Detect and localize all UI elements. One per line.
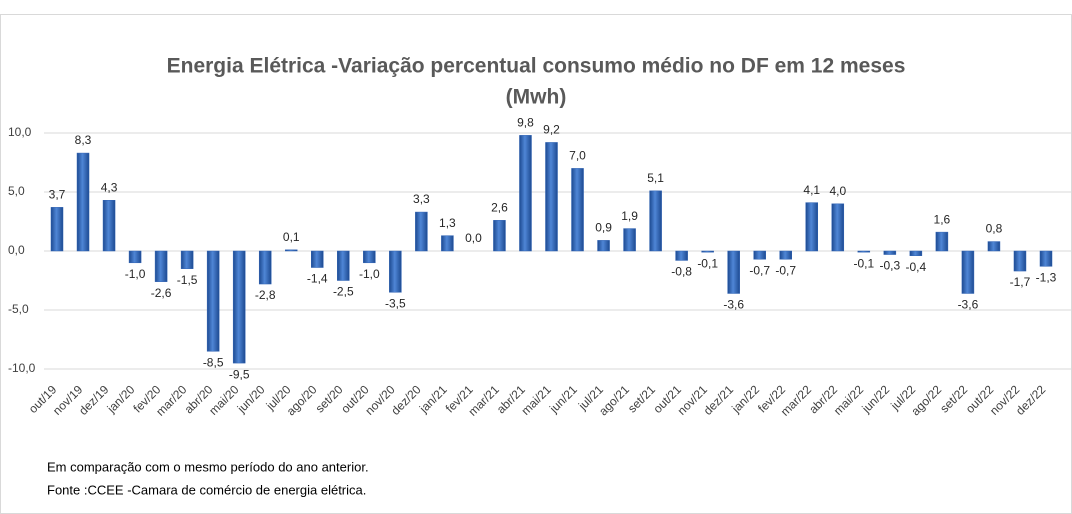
footnote: Fonte :CCEE -Camara de comércio de energ… xyxy=(47,482,366,497)
bar xyxy=(154,250,168,282)
data-label: 0,0 xyxy=(465,231,482,245)
bar xyxy=(857,250,871,253)
bar xyxy=(987,241,1001,252)
data-label: -3,6 xyxy=(723,298,744,312)
data-label: 3,7 xyxy=(49,188,66,202)
y-tick-label: 10,0 xyxy=(8,125,32,139)
data-label: 0,1 xyxy=(283,230,300,244)
y-tick-label: 0,0 xyxy=(8,243,25,257)
bar xyxy=(961,250,975,294)
bar xyxy=(232,250,246,364)
data-label: -1,7 xyxy=(1010,275,1031,289)
footnote: Em comparação com o mesmo período do ano… xyxy=(47,459,369,474)
data-label: -2,5 xyxy=(333,285,354,299)
bar xyxy=(623,228,636,252)
chart-frame xyxy=(0,14,1072,514)
bar xyxy=(415,211,428,252)
bar xyxy=(805,202,819,252)
data-label: 5,1 xyxy=(647,171,664,185)
y-tick-label: -5,0 xyxy=(8,302,29,316)
data-label: 4,0 xyxy=(829,184,846,198)
bar xyxy=(519,135,532,252)
bar xyxy=(258,250,272,285)
bar xyxy=(389,250,402,293)
data-label: 3,3 xyxy=(413,192,430,206)
data-label: -0,3 xyxy=(879,259,900,273)
bar xyxy=(883,250,897,255)
data-label: -2,8 xyxy=(255,288,276,302)
bar xyxy=(727,250,740,294)
bar xyxy=(545,142,558,252)
data-label: -1,3 xyxy=(1036,271,1057,285)
data-label: -8,5 xyxy=(203,355,224,369)
bar xyxy=(180,250,194,269)
data-label: -3,5 xyxy=(385,296,406,310)
bar xyxy=(571,168,584,252)
data-label: -1,0 xyxy=(359,267,380,281)
data-label: 4,1 xyxy=(803,183,820,197)
data-label: 1,3 xyxy=(439,216,456,230)
data-label: 4,3 xyxy=(101,180,118,194)
bar xyxy=(701,250,714,253)
bar xyxy=(102,200,116,252)
bar xyxy=(311,250,324,268)
bar xyxy=(50,207,64,252)
bar xyxy=(675,250,688,261)
bar xyxy=(206,250,220,352)
bar xyxy=(1013,250,1027,272)
data-label: -2,6 xyxy=(151,286,172,300)
chart-title: Energia Elétrica -Variação percentual co… xyxy=(167,55,906,78)
data-label: -9,5 xyxy=(229,367,250,381)
data-label: -0,1 xyxy=(853,256,874,270)
data-label: -1,4 xyxy=(307,272,328,286)
bar xyxy=(76,152,90,252)
y-tick-label: -10,0 xyxy=(8,361,36,375)
bar xyxy=(441,235,454,252)
bar xyxy=(753,250,766,260)
y-tick-label: 5,0 xyxy=(8,184,25,198)
data-label: 7,0 xyxy=(569,149,586,163)
bar xyxy=(649,190,662,252)
data-label: -0,4 xyxy=(906,260,927,274)
bar xyxy=(363,250,376,264)
bar xyxy=(935,231,949,252)
bar xyxy=(284,249,298,252)
data-label: 9,2 xyxy=(543,123,560,137)
bar xyxy=(128,250,142,264)
bar xyxy=(909,250,923,256)
data-label: -0,1 xyxy=(697,256,718,270)
data-label: -3,6 xyxy=(958,298,979,312)
data-label: -1,0 xyxy=(125,267,146,281)
data-label: 1,9 xyxy=(621,209,638,223)
data-label: 0,9 xyxy=(595,221,612,235)
data-label: -0,7 xyxy=(749,263,770,277)
data-label: -0,7 xyxy=(775,263,796,277)
data-label: 2,6 xyxy=(491,200,508,214)
data-label: 9,8 xyxy=(517,116,534,130)
bar xyxy=(779,250,792,260)
data-label: 0,8 xyxy=(986,222,1003,236)
bar xyxy=(1039,250,1053,267)
bar xyxy=(337,250,350,281)
chart-title: (Mwh) xyxy=(506,86,567,109)
data-label: -0,8 xyxy=(671,265,692,279)
bar xyxy=(597,240,610,252)
data-label: 1,6 xyxy=(934,212,951,226)
data-label: 8,3 xyxy=(75,133,92,147)
bar xyxy=(493,220,506,252)
data-label: -1,5 xyxy=(177,273,198,287)
bar xyxy=(831,203,845,252)
